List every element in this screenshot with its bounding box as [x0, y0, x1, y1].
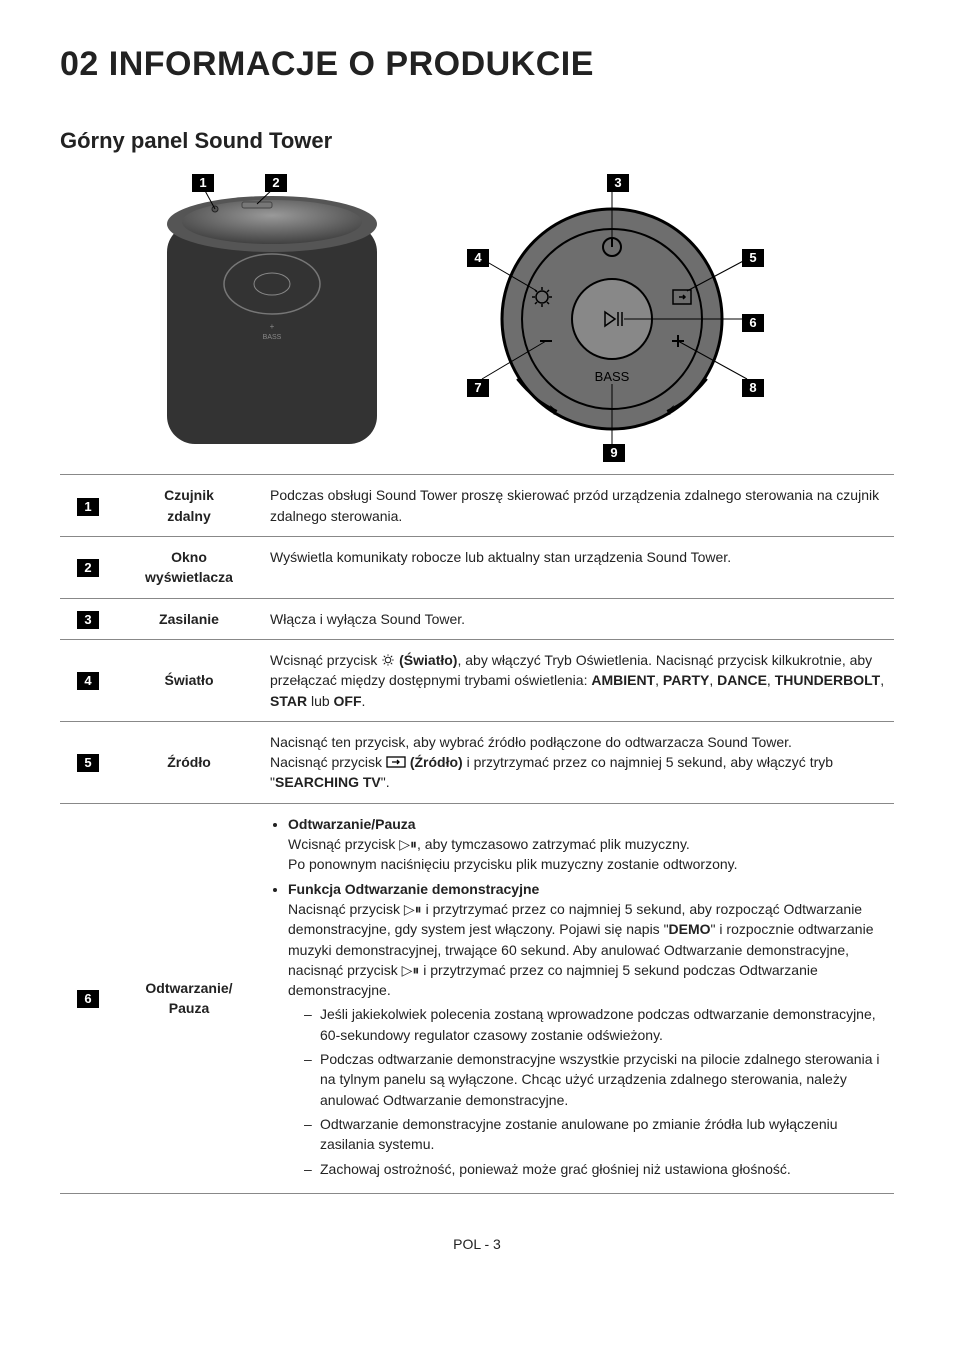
- page-title: 02 INFORMACJE O PRODUKCIE: [60, 40, 894, 89]
- callout-8: 8: [742, 379, 764, 397]
- svg-text:BASS: BASS: [263, 334, 282, 341]
- callout-4: 4: [467, 249, 489, 267]
- table-row: 2 OknowyświetlaczaWyświetla komunikaty ro…: [60, 537, 894, 599]
- callout-7: 7: [467, 379, 489, 397]
- row-name: Czujnikzdalny: [116, 475, 262, 537]
- dash-item: Zachowaj ostrożność, ponieważ może grać …: [304, 1159, 886, 1179]
- row-name: Odtwarzanie/Pauza: [116, 803, 262, 1193]
- row-num-5: 5: [77, 754, 99, 772]
- row-num-1: 1: [77, 498, 99, 516]
- row-name: Światło: [116, 639, 262, 721]
- row-num-2: 2: [77, 559, 99, 577]
- bullet-item: Odtwarzanie/PauzaWcisnąć przycisk ▷⏸, ab…: [288, 814, 886, 875]
- row-num-6: 6: [77, 990, 99, 1008]
- diagram-container: + BASS: [60, 169, 894, 474]
- description-table: 1 CzujnikzdalnyPodczas obsługi Sound Towe…: [60, 474, 894, 1193]
- page-footer: POL - 3: [60, 1234, 894, 1254]
- table-row: 4 ŚwiatłoWcisnąć przycisk (Światło), aby …: [60, 639, 894, 721]
- dash-item: Jeśli jakiekolwiek polecenia zostaną wpr…: [304, 1004, 886, 1045]
- callout-5: 5: [742, 249, 764, 267]
- row-name: Źródło: [116, 721, 262, 803]
- bullet-item: Funkcja Odtwarzanie demonstracyjneNacisn…: [288, 879, 886, 1179]
- row-desc: Podczas obsługi Sound Tower proszę skier…: [262, 475, 894, 537]
- row-name: Oknowyświetlacza: [116, 537, 262, 599]
- row-num-3: 3: [77, 611, 99, 629]
- dash-item: Odtwarzanie demonstracyjne zostanie anul…: [304, 1114, 886, 1155]
- callout-2: 2: [265, 174, 287, 192]
- row-name: Zasilanie: [116, 598, 262, 639]
- table-row: 3 ZasilanieWłącza i wyłącza Sound Tower.: [60, 598, 894, 639]
- row-desc: Włącza i wyłącza Sound Tower.: [262, 598, 894, 639]
- callout-9: 9: [603, 444, 625, 462]
- row-num-4: 4: [77, 672, 99, 690]
- dash-item: Podczas odtwarzanie demonstracyjne wszys…: [304, 1049, 886, 1110]
- callout-1: 1: [192, 174, 214, 192]
- svg-text:BASS: BASS: [595, 369, 630, 384]
- section-title: Górny panel Sound Tower: [60, 125, 894, 157]
- callout-6: 6: [742, 314, 764, 332]
- callout-3: 3: [607, 174, 629, 192]
- table-row: 5 ŹródłoNacisnąć ten przycisk, aby wybrać…: [60, 721, 894, 803]
- table-row: 6 Odtwarzanie/Pauza Odtwarzanie/PauzaWcisn…: [60, 803, 894, 1193]
- product-diagram: + BASS: [137, 169, 817, 469]
- svg-text:+: +: [270, 322, 275, 331]
- row-desc: Nacisnąć ten przycisk, aby wybrać źródło…: [262, 721, 894, 803]
- row-desc: Odtwarzanie/PauzaWcisnąć przycisk ▷⏸, ab…: [262, 803, 894, 1193]
- table-row: 1 CzujnikzdalnyPodczas obsługi Sound Towe…: [60, 475, 894, 537]
- row-desc: Wcisnąć przycisk (Światło), aby włączyć …: [262, 639, 894, 721]
- row-desc: Wyświetla komunikaty robocze lub aktualn…: [262, 537, 894, 599]
